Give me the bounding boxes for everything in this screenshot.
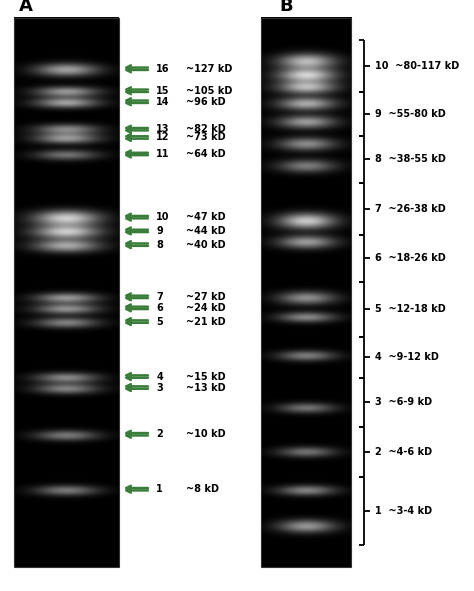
Text: 13: 13 — [156, 124, 170, 134]
Text: 5: 5 — [156, 317, 163, 327]
Text: 4  ~9-12 kD: 4 ~9-12 kD — [375, 352, 439, 362]
Text: 16: 16 — [156, 64, 170, 74]
Text: ~73 kD: ~73 kD — [186, 132, 226, 142]
Text: 8: 8 — [156, 239, 164, 249]
Text: ~15 kD: ~15 kD — [186, 372, 226, 382]
Text: ~82 kD: ~82 kD — [186, 124, 226, 134]
Text: 10  ~80-117 kD: 10 ~80-117 kD — [375, 61, 460, 71]
Text: 2  ~4-6 kD: 2 ~4-6 kD — [375, 447, 433, 457]
Text: 3: 3 — [156, 382, 163, 392]
Text: 8  ~38-55 kD: 8 ~38-55 kD — [375, 154, 447, 164]
Text: 7: 7 — [156, 292, 163, 302]
Text: ~10 kD: ~10 kD — [186, 429, 226, 439]
Text: ~27 kD: ~27 kD — [186, 292, 226, 302]
Text: 14: 14 — [156, 97, 170, 107]
Text: ~47 kD: ~47 kD — [186, 212, 226, 222]
Text: ~44 kD: ~44 kD — [186, 226, 226, 236]
Text: 15: 15 — [156, 86, 170, 96]
Bar — [14, 18, 118, 567]
Text: 3  ~6-9 kD: 3 ~6-9 kD — [375, 398, 433, 407]
Text: ~40 kD: ~40 kD — [186, 239, 226, 249]
Text: ~127 kD: ~127 kD — [186, 64, 233, 74]
Text: 7  ~26-38 kD: 7 ~26-38 kD — [375, 204, 446, 214]
Text: 1: 1 — [156, 484, 163, 494]
Text: 10: 10 — [156, 212, 170, 222]
Text: ~24 kD: ~24 kD — [186, 303, 226, 313]
Text: 4: 4 — [156, 372, 163, 382]
Text: 6: 6 — [156, 303, 163, 313]
Text: ~21 kD: ~21 kD — [186, 317, 226, 327]
Text: 5  ~12-18 kD: 5 ~12-18 kD — [375, 304, 446, 314]
Text: B: B — [280, 0, 293, 15]
Text: 6  ~18-26 kD: 6 ~18-26 kD — [375, 253, 446, 263]
Bar — [261, 18, 351, 567]
Text: 9: 9 — [156, 226, 163, 236]
Text: ~8 kD: ~8 kD — [186, 484, 219, 494]
Text: 2: 2 — [156, 429, 163, 439]
Text: ~13 kD: ~13 kD — [186, 382, 226, 392]
Text: ~96 kD: ~96 kD — [186, 97, 226, 107]
Text: ~105 kD: ~105 kD — [186, 86, 233, 96]
Text: 11: 11 — [156, 149, 170, 159]
Text: 9  ~55-80 kD: 9 ~55-80 kD — [375, 109, 446, 119]
Text: 12: 12 — [156, 132, 170, 142]
Text: A: A — [19, 0, 33, 15]
Text: 1  ~3-4 kD: 1 ~3-4 kD — [375, 506, 433, 516]
Text: ~64 kD: ~64 kD — [186, 149, 226, 159]
